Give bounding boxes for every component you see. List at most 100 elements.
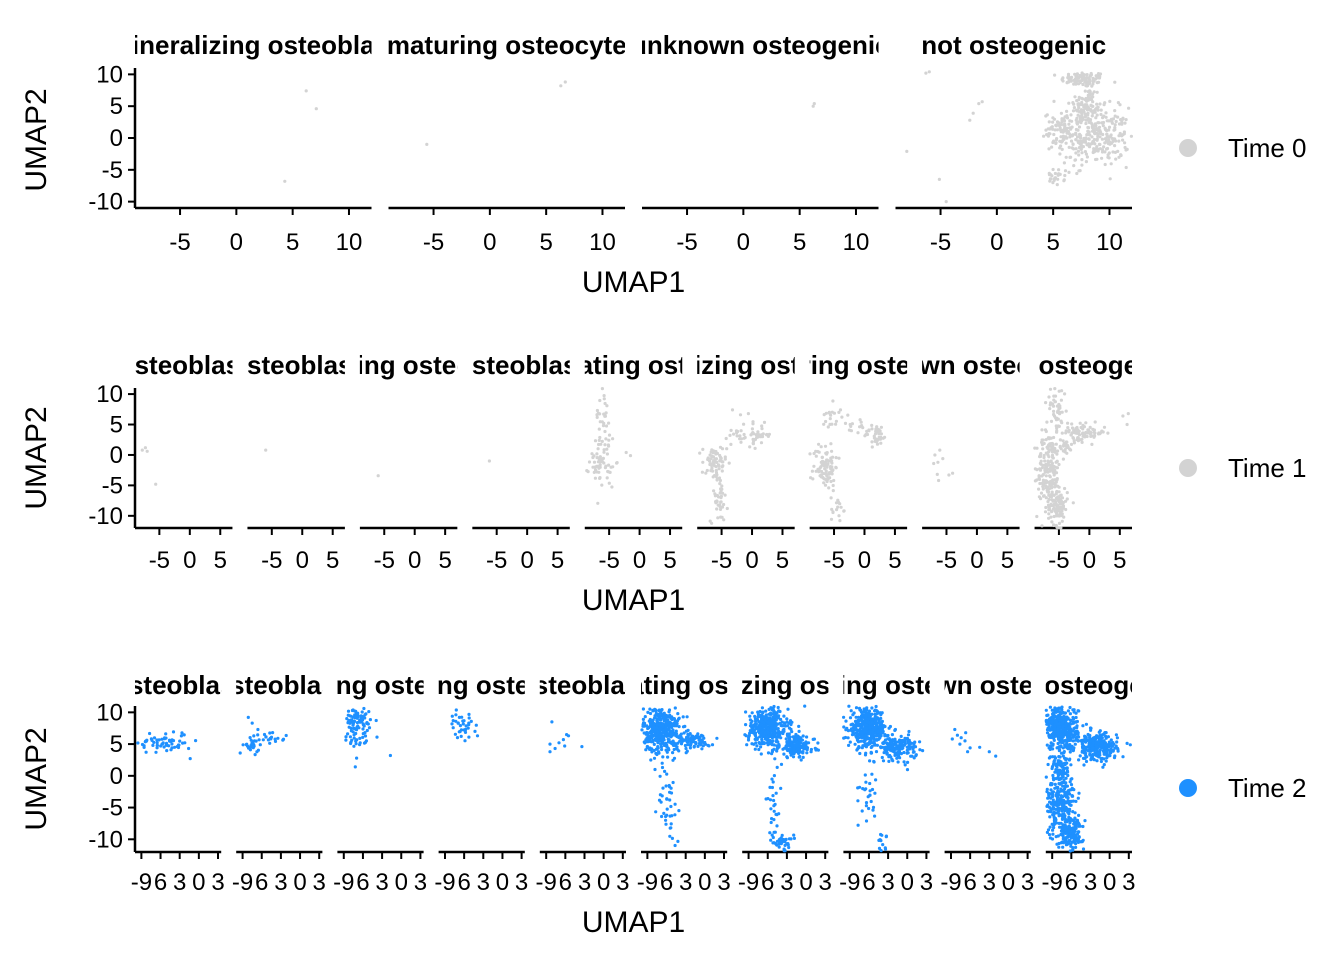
data-point [831,468,835,473]
data-point [1060,410,1064,414]
data-point [874,440,879,444]
data-point [1051,828,1055,832]
data-point [811,737,815,742]
data-point [893,753,897,757]
x-tick-label: 5 [776,547,789,574]
data-point [1107,156,1111,160]
data-point [1090,114,1094,118]
facet-panel: osteoblast-5 0 5 [135,350,233,574]
data-point [742,436,746,440]
data-point [171,739,176,743]
x-tick-label: 3 [679,869,692,896]
data-point [1086,129,1090,133]
data-point [719,496,723,500]
points [548,720,584,754]
data-point [1057,462,1061,467]
x-tick-label: 0 [1083,547,1096,574]
data-point [152,736,157,740]
data-point [1113,126,1117,130]
data-point [655,719,659,723]
data-point [355,716,359,720]
data-point [1057,755,1061,759]
data-point [772,830,776,834]
data-point [355,738,359,742]
data-point [1047,173,1052,177]
data-point [783,721,787,725]
data-point [1089,726,1093,730]
data-point [1052,132,1056,137]
data-point [968,746,972,750]
data-point [241,743,245,747]
x-tick-label: 0 [1103,869,1116,896]
data-point [709,457,713,461]
data-point [1052,802,1056,806]
data-point [1068,705,1072,710]
facet-panel: maturing osteocyte-9 6 3 0 3 [839,670,933,896]
data-point [1060,803,1064,807]
data-point [978,745,982,749]
x-tick-label: 0 [597,869,610,896]
data-point [866,736,870,740]
facet-panel: osteoblast-5 0 5 [247,350,345,574]
data-point [768,785,772,790]
data-point [1058,126,1062,130]
data-point [824,472,828,476]
data-point [1072,820,1076,824]
data-point [768,831,772,835]
data-point [871,734,875,738]
data-point [959,736,963,740]
x-tick-label: 3 [515,869,528,896]
data-point [1064,843,1068,847]
data-point [1094,741,1098,745]
x-tick-label: 0 [698,869,711,896]
data-point [590,452,594,456]
data-point [660,814,664,819]
data-point [1037,474,1041,478]
data-point [661,728,665,733]
data-point [1072,717,1076,721]
points [425,80,567,146]
data-point [760,723,765,728]
data-point [458,724,462,728]
data-point [585,469,589,473]
data-point [1047,497,1051,502]
data-point [361,727,365,731]
data-point [1050,807,1054,811]
x-tick-label: -9 [536,869,557,896]
data-point [1043,428,1048,432]
data-point [664,822,668,826]
legend-label: Time 1 [1228,453,1307,483]
data-point [1045,722,1049,726]
data-point [1050,837,1055,841]
data-point [977,102,981,106]
data-point [766,716,770,720]
data-point [663,742,667,746]
data-point [653,767,657,772]
data-point [1086,113,1090,117]
data-point [1050,728,1054,732]
data-point [839,505,843,509]
data-point [1105,147,1109,151]
data-point [376,474,380,478]
data-point [665,797,669,801]
data-point [1052,99,1056,103]
data-point [654,729,659,733]
data-point [188,757,192,761]
data-point [1064,831,1068,835]
x-tick-label: 3 [578,869,591,896]
data-point [463,728,468,732]
data-point [756,430,760,434]
data-point [1101,116,1105,120]
data-point [1085,73,1089,77]
data-point [596,447,600,451]
data-point [831,489,835,493]
data-point [655,726,659,730]
data-point [677,736,681,740]
data-point [1045,731,1050,735]
x-tick-label: 5 [326,547,339,574]
data-point [1037,477,1042,481]
data-point [257,738,261,742]
data-point [879,425,884,429]
data-point [1106,754,1111,758]
